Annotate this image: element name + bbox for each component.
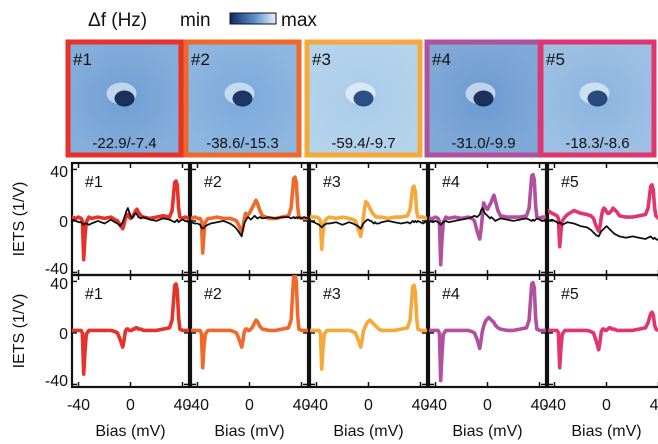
x-tick-label: 0 bbox=[483, 397, 492, 414]
tile-range-label: -22.9/-7.4 bbox=[92, 135, 156, 152]
y-tick-label: 40 bbox=[50, 276, 68, 293]
y-axis-label: IETS (1/V) bbox=[11, 182, 28, 257]
tile-range-label: -18.3/-8.6 bbox=[565, 135, 629, 152]
x-tick-label: -40 bbox=[67, 397, 90, 414]
iets-series-line bbox=[310, 283, 427, 371]
plot-panel: #5 bbox=[546, 273, 658, 389]
image-tile: #2 -38.6/-15.3 bbox=[183, 39, 302, 158]
plot-panel: #5 bbox=[546, 161, 658, 277]
x-tick-label: -40 bbox=[186, 397, 209, 414]
colorbar-label: Δf (Hz) bbox=[88, 10, 147, 31]
tile-range-label: -38.6/-15.3 bbox=[206, 135, 279, 152]
tile-frame bbox=[183, 39, 302, 158]
image-tile: #4 -31.0/-9.9 bbox=[424, 39, 543, 158]
molecule-dip bbox=[473, 90, 494, 107]
panel-number-label: #3 bbox=[323, 174, 341, 191]
tile-number-label: #5 bbox=[546, 50, 565, 69]
panel-number-label: #5 bbox=[561, 174, 579, 191]
x-tick-label: 0 bbox=[602, 397, 611, 414]
x-axis-label: Bias (mV) bbox=[571, 423, 641, 440]
x-tick-label: -40 bbox=[305, 397, 328, 414]
iets-series-line bbox=[72, 282, 189, 376]
reference-series-line bbox=[548, 218, 658, 241]
colorbar bbox=[229, 12, 277, 25]
plot-panel: #4 bbox=[427, 161, 548, 277]
y-tick-label: 40 bbox=[50, 164, 68, 181]
panel-number-label: #2 bbox=[204, 174, 222, 191]
molecule-dip bbox=[353, 90, 374, 107]
tile-number-label: #3 bbox=[312, 50, 331, 69]
x-axis-label: Bias (mV) bbox=[214, 423, 284, 440]
x-tick-label: 40 bbox=[174, 397, 192, 414]
image-tile: #1 -22.9/-7.4 bbox=[65, 39, 184, 158]
colorbar-min-label: min bbox=[180, 10, 211, 31]
panel-number-label: #2 bbox=[204, 286, 222, 303]
y-axis-label: IETS (1/V) bbox=[11, 294, 28, 369]
y-tick-label: 0 bbox=[59, 326, 68, 343]
y-tick-label: -40 bbox=[45, 261, 68, 278]
reference-series-line bbox=[429, 207, 546, 226]
iets-series-line bbox=[72, 179, 189, 262]
x-tick-label: 40 bbox=[293, 397, 311, 414]
plot-panel: #4 bbox=[427, 273, 548, 389]
iets-series-line bbox=[548, 183, 658, 249]
image-tile: #3 -59.4/-9.7 bbox=[304, 39, 423, 158]
tile-range-label: -59.4/-9.7 bbox=[331, 135, 395, 152]
panel-number-label: #4 bbox=[442, 286, 460, 303]
panel-number-label: #3 bbox=[323, 286, 341, 303]
y-tick-label: -40 bbox=[45, 373, 68, 390]
tile-frame bbox=[65, 39, 184, 158]
plot-panel: #1 bbox=[70, 161, 191, 277]
molecule-dip bbox=[232, 90, 253, 107]
molecule-dip bbox=[114, 90, 135, 107]
panel-number-label: #5 bbox=[561, 286, 579, 303]
x-tick-label: -40 bbox=[543, 397, 566, 414]
tile-number-label: #1 bbox=[73, 50, 92, 69]
x-axis-label: Bias (mV) bbox=[95, 423, 165, 440]
x-tick-label: 0 bbox=[364, 397, 373, 414]
x-axis-label: Bias (mV) bbox=[333, 423, 403, 440]
reference-series-line bbox=[310, 218, 427, 230]
iets-series-line bbox=[548, 310, 658, 370]
x-tick-label: 40 bbox=[650, 397, 658, 414]
x-tick-label: 0 bbox=[126, 397, 135, 414]
panel-number-label: #1 bbox=[85, 286, 103, 303]
panel-number-label: #1 bbox=[85, 174, 103, 191]
x-tick-label: 40 bbox=[531, 397, 549, 414]
tile-number-label: #4 bbox=[432, 50, 451, 69]
colorbar-max-label: max bbox=[281, 10, 317, 31]
iets-plot-grid: #1 #2 #3 #4 #5 -40 0 40 IETS (1/V) #1 #2 #3 #4 #5 -40 0… bbox=[11, 161, 658, 440]
y-tick-label: 0 bbox=[59, 214, 68, 231]
plot-panel: #2 bbox=[189, 273, 310, 389]
plot-panel: #2 bbox=[189, 161, 310, 277]
tile-number-label: #2 bbox=[191, 50, 210, 69]
molecule-dip bbox=[587, 90, 608, 107]
image-tile: #5 -18.3/-8.6 bbox=[538, 39, 657, 158]
df-image-tiles: #1 -22.9/-7.4 #2 -38.6/-15.3 #3 -59.4/-9.7 #4 -… bbox=[65, 39, 657, 158]
x-axis-label: Bias (mV) bbox=[452, 423, 522, 440]
x-tick-label: 0 bbox=[245, 397, 254, 414]
tile-range-label: -31.0/-9.9 bbox=[451, 135, 515, 152]
iets-series-line bbox=[191, 275, 308, 370]
plot-panel: #1 bbox=[70, 273, 191, 389]
iets-series-line bbox=[429, 280, 546, 383]
iets-series-line bbox=[310, 184, 427, 252]
reference-series-line bbox=[72, 207, 189, 227]
x-tick-label: -40 bbox=[424, 397, 447, 414]
x-tick-label: 40 bbox=[412, 397, 430, 414]
iets-series-line bbox=[191, 175, 308, 255]
reference-series-line bbox=[191, 214, 308, 238]
plot-panel: #3 bbox=[308, 273, 429, 389]
plot-panel: #3 bbox=[308, 161, 429, 277]
panel-number-label: #4 bbox=[442, 174, 460, 191]
